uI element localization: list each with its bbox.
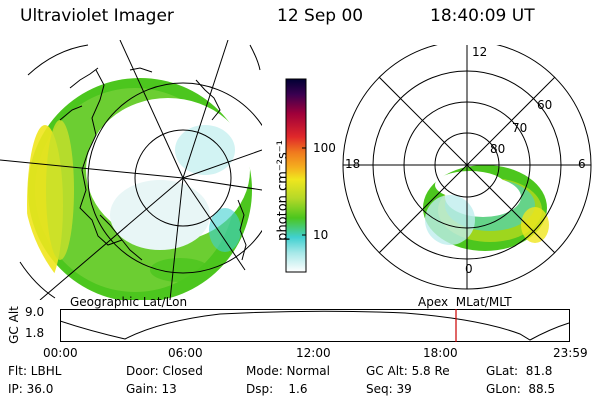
time-tick-1800: 18:00 <box>423 346 458 360</box>
instrument-title: Ultraviolet Imager <box>20 6 174 26</box>
colorbar-tick-100: 100 <box>313 141 336 155</box>
status-door: Door: Closed <box>126 364 203 378</box>
status-glat: GLat: 81.8 <box>486 364 553 378</box>
polar-plot-label: Apex MLat/MLT <box>418 295 512 309</box>
status-mode: Mode: Normal <box>246 364 330 378</box>
status-seq: Seq: 39 <box>366 382 412 396</box>
colorbar-unit-label: photon cm⁻²s⁻¹ <box>275 140 291 241</box>
mlat-label-60: 60 <box>537 98 553 112</box>
altitude-plot <box>60 309 570 342</box>
status-gain: Gain: 13 <box>126 382 177 396</box>
date-label: 12 Sep 00 <box>277 6 364 26</box>
mlt-label-18: 18 <box>345 157 361 171</box>
time-tick-2359: 23:59 <box>553 346 588 360</box>
altitude-tick-1-8: 1.8 <box>25 326 45 340</box>
time-tick-0000: 00:00 <box>43 346 78 360</box>
time-label: 18:40:09 UT <box>430 6 535 26</box>
time-tick-0600: 06:00 <box>168 346 203 360</box>
polar-plot <box>342 45 592 290</box>
altitude-tick-9: 9.0 <box>25 305 45 319</box>
mlt-label-12: 12 <box>472 45 488 59</box>
status-flt: Flt: LBHL <box>8 364 62 378</box>
mlt-label-6: 6 <box>578 157 586 171</box>
mlt-label-0: 0 <box>465 262 473 276</box>
altitude-axis-label: GC Alt <box>7 306 21 344</box>
geographic-map <box>0 40 262 300</box>
status-dsp: Dsp: 1.6 <box>246 382 308 396</box>
time-tick-1200: 12:00 <box>296 346 331 360</box>
status-glon: GLon: 88.5 <box>486 382 556 396</box>
status-gc-alt: GC Alt: 5.8 Re <box>366 364 450 378</box>
mlat-label-70: 70 <box>512 121 528 135</box>
color-scale-bar <box>285 78 307 273</box>
mlat-label-80: 80 <box>490 142 506 156</box>
geographic-map-label: Geographic Lat/Lon <box>70 295 188 309</box>
status-ip: IP: 36.0 <box>8 382 54 396</box>
colorbar-tick-10: 10 <box>313 228 329 242</box>
